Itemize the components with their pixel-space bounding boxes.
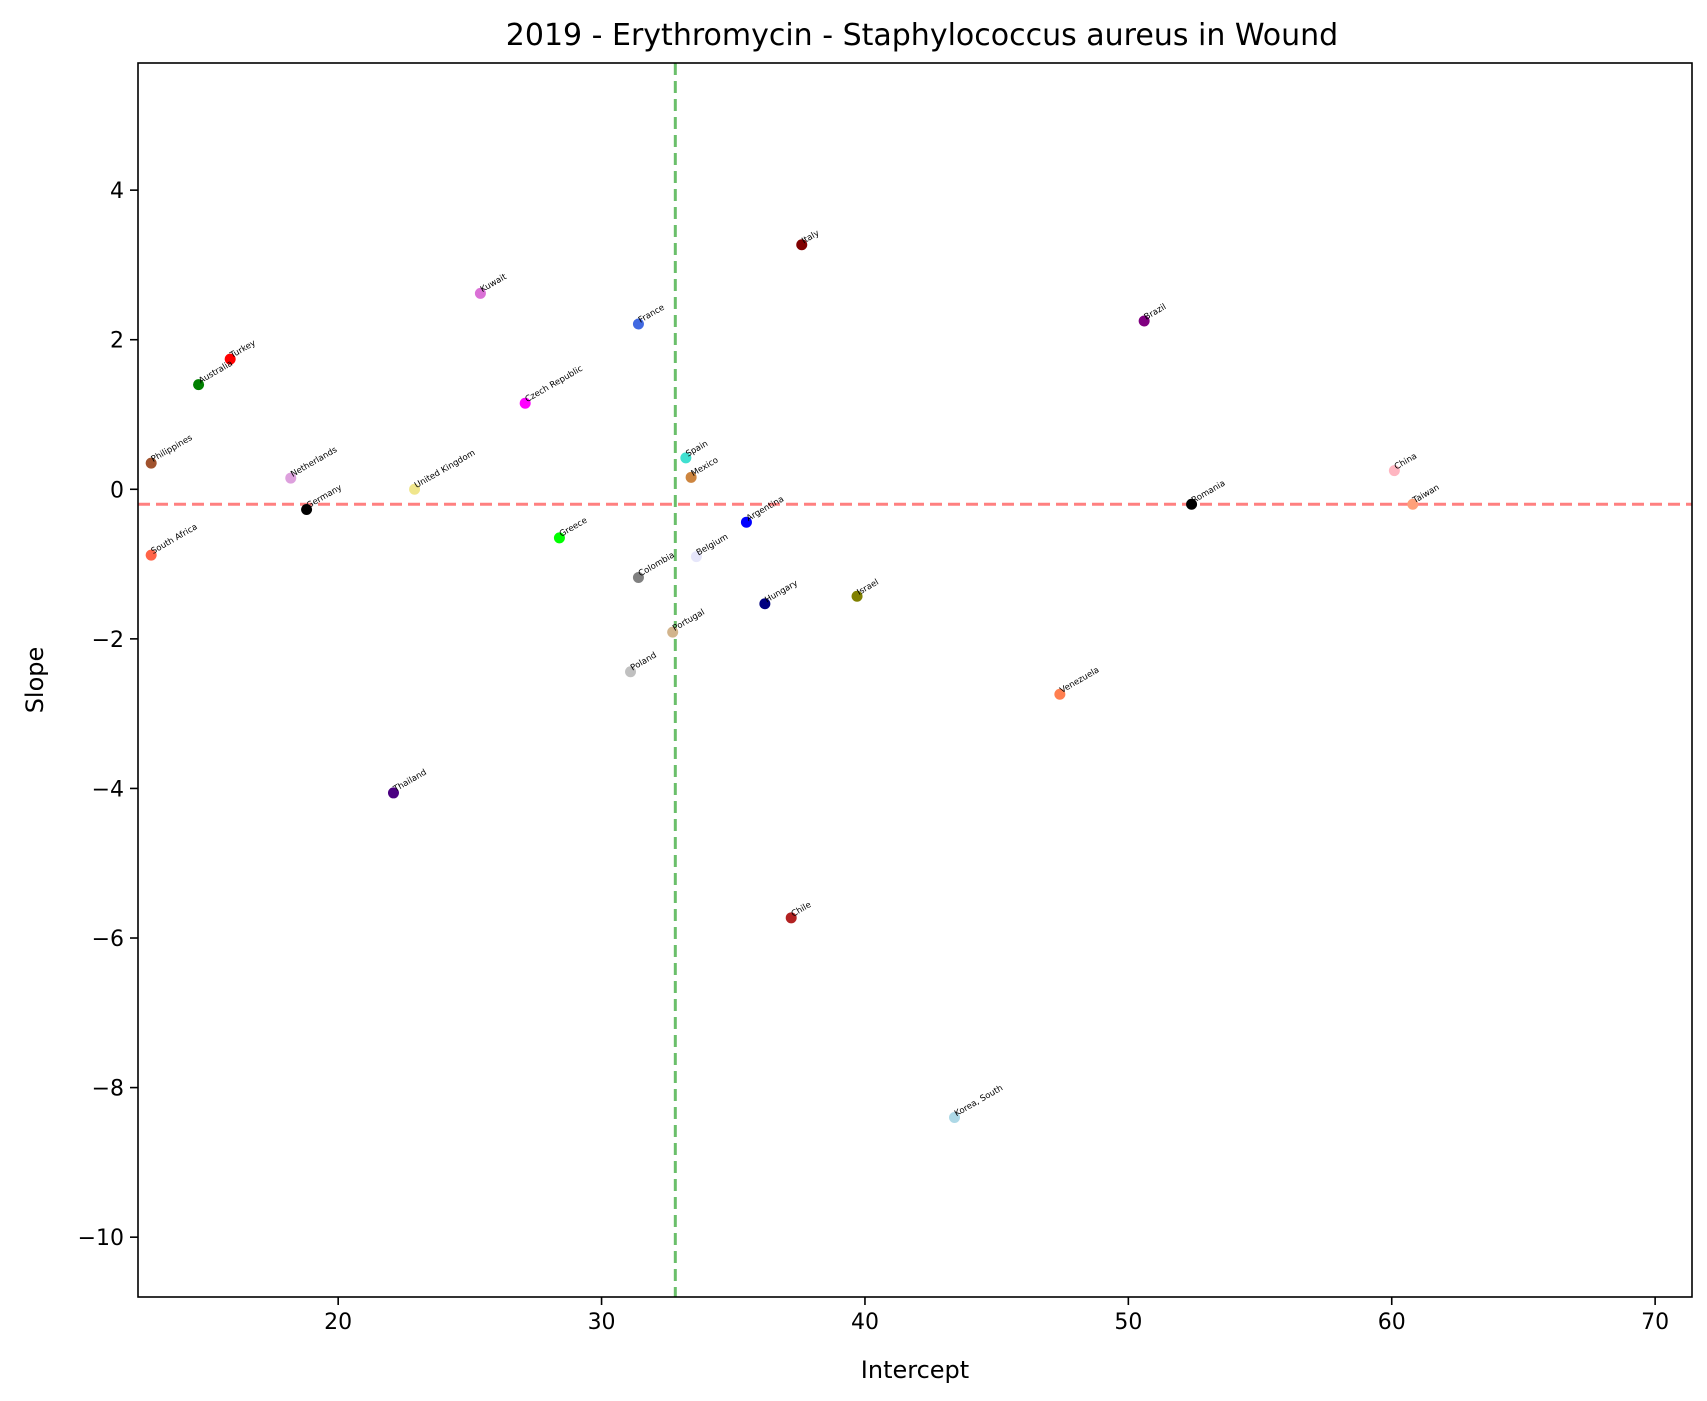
data-point xyxy=(785,912,797,924)
data-point xyxy=(145,549,157,561)
data-point xyxy=(685,471,697,483)
y-tick-label: 0 xyxy=(110,478,124,503)
data-point xyxy=(632,318,644,330)
data-point xyxy=(301,503,313,515)
data-point xyxy=(680,452,692,464)
y-tick-label: 2 xyxy=(110,329,124,354)
data-point xyxy=(949,1112,961,1124)
y-axis-ticks: 4 2 0 −2 −4 −6 −8 −10 xyxy=(78,179,138,1251)
y-tick-label: −6 xyxy=(92,927,124,952)
y-tick-label: −10 xyxy=(78,1226,124,1251)
data-point xyxy=(1054,688,1066,700)
data-points xyxy=(145,239,1419,1124)
y-tick-label: −8 xyxy=(92,1077,124,1102)
data-point xyxy=(1388,465,1400,477)
x-tick-label: 70 xyxy=(1641,1310,1669,1335)
data-point xyxy=(1186,498,1198,510)
data-point xyxy=(1138,315,1150,327)
x-tick-label: 60 xyxy=(1378,1310,1406,1335)
data-point xyxy=(625,666,637,678)
x-axis-ticks: 20 30 40 50 60 70 xyxy=(324,1297,1669,1335)
data-point xyxy=(145,457,157,469)
data-point xyxy=(740,516,752,528)
data-point xyxy=(519,397,531,409)
data-point xyxy=(796,239,808,251)
data-point xyxy=(553,532,565,544)
data-point xyxy=(632,572,644,584)
data-point xyxy=(224,353,236,365)
data-point xyxy=(1407,498,1419,510)
plot-background xyxy=(138,63,1692,1297)
data-point xyxy=(193,379,205,391)
x-tick-label: 30 xyxy=(588,1310,616,1335)
data-point xyxy=(474,287,486,299)
data-point xyxy=(285,472,297,484)
y-axis-label: Slope xyxy=(21,647,49,714)
x-axis-label: Intercept xyxy=(861,1356,969,1384)
x-tick-label: 40 xyxy=(851,1310,879,1335)
data-point xyxy=(387,787,399,799)
data-point xyxy=(851,590,863,602)
data-point xyxy=(690,551,702,563)
data-point xyxy=(667,626,679,638)
data-point xyxy=(409,483,421,495)
chart-title: 2019 - Erythromycin - Staphylococcus aur… xyxy=(506,18,1338,53)
plot-frame xyxy=(137,62,1693,1298)
y-tick-label: −4 xyxy=(92,777,124,802)
y-tick-label: 4 xyxy=(110,179,124,204)
data-point xyxy=(759,598,771,610)
x-tick-label: 20 xyxy=(324,1310,352,1335)
reference-lines xyxy=(138,63,1692,1297)
y-tick-label: −2 xyxy=(92,628,124,653)
x-tick-label: 50 xyxy=(1114,1310,1142,1335)
